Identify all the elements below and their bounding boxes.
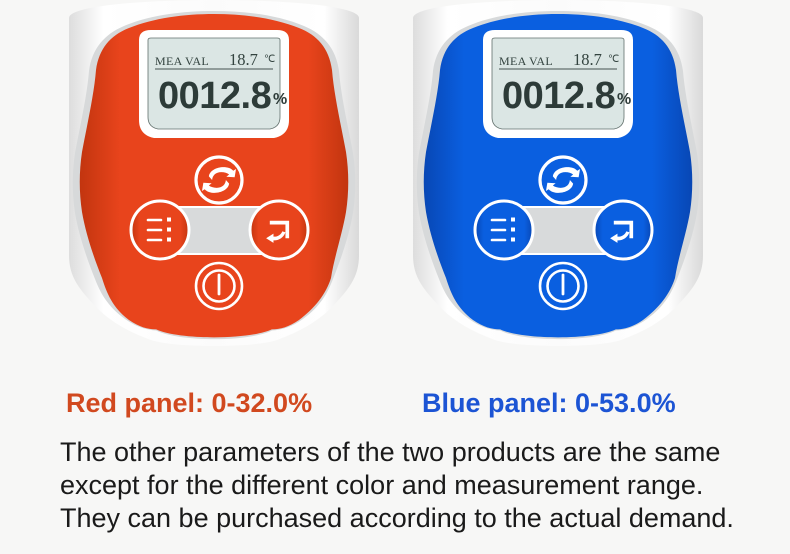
svg-text:0012.8: 0012.8: [158, 75, 271, 117]
svg-text:18.7: 18.7: [573, 50, 602, 69]
svg-text:0012.8: 0012.8: [502, 75, 615, 117]
svg-text:MEA VAL: MEA VAL: [499, 54, 553, 68]
svg-text:MEA VAL: MEA VAL: [155, 54, 209, 68]
svg-text:%: %: [273, 91, 287, 108]
svg-text:18.7: 18.7: [229, 50, 258, 69]
svg-text:%: %: [617, 91, 631, 108]
svg-text:℃: ℃: [264, 54, 275, 65]
svg-text:℃: ℃: [608, 54, 619, 65]
